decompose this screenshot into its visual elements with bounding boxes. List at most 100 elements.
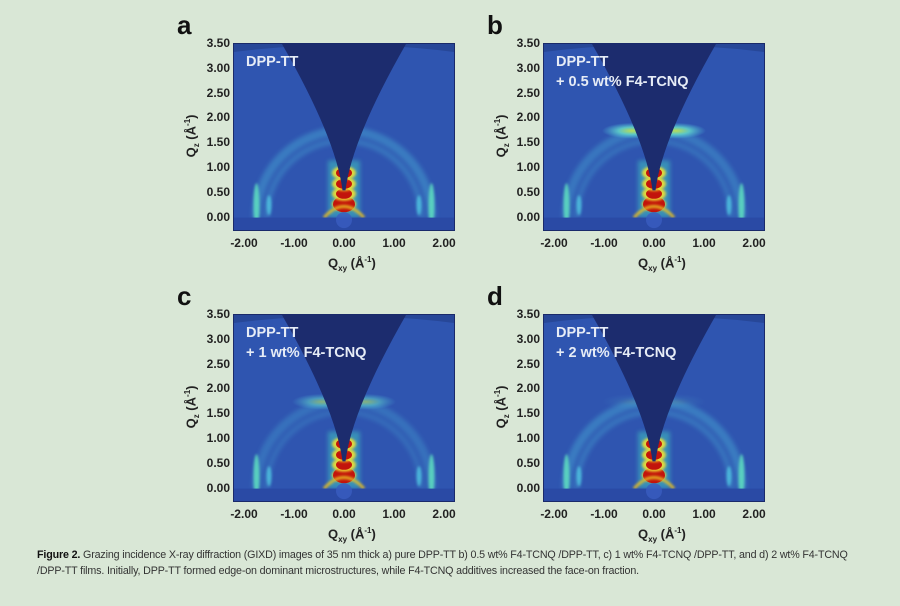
sample-label: DPP-TT + 2 wt% F4-TCNQ <box>556 325 677 361</box>
y-tick-label: 3.50 <box>516 307 540 321</box>
gixd-heatmap <box>544 44 764 230</box>
x-tick-label: -2.00 <box>540 236 568 250</box>
in-plane-peak <box>253 454 260 499</box>
x-tick-label: -2.00 <box>540 507 568 521</box>
in-plane-peak <box>726 195 732 216</box>
in-plane-peak <box>576 195 582 216</box>
lamellar-peak <box>336 188 352 199</box>
figure-caption: Figure 2. Grazing incidence X-ray diffra… <box>37 547 867 579</box>
in-plane-peak <box>726 466 732 487</box>
in-plane-peak <box>576 466 582 487</box>
x-tick-label: 1.00 <box>692 236 716 250</box>
caption-text: Grazing incidence X-ray diffraction (GIX… <box>37 549 848 577</box>
x-tick-label: -2.00 <box>230 236 258 250</box>
x-tick-label: 1.00 <box>382 236 406 250</box>
panel-letter: b <box>487 10 503 40</box>
in-plane-peak <box>266 466 272 487</box>
y-tick-label: 0.50 <box>516 184 540 199</box>
y-tick-label: 2.50 <box>206 356 230 371</box>
x-tick-label: -1.00 <box>590 236 618 250</box>
y-tick-label: 2.50 <box>516 85 540 100</box>
y-tick-label: 3.50 <box>206 307 230 321</box>
y-tick-label: 0.00 <box>516 480 540 495</box>
x-tick-label: -2.00 <box>230 507 258 521</box>
direct-beam <box>336 212 352 229</box>
y-tick-label: 2.50 <box>206 85 230 100</box>
y-axis-label: Qz (Å-1) <box>183 114 201 158</box>
sample-label: DPP-TT <box>246 54 299 70</box>
y-tick-label: 1.00 <box>206 431 230 445</box>
y-axis-label: Qz (Å-1) <box>493 114 511 158</box>
x-tick-label: 0.00 <box>642 236 666 250</box>
y-axis-label: Qz (Å-1) <box>493 385 511 429</box>
beamstop-shadow <box>592 315 716 462</box>
in-plane-peak <box>253 183 260 228</box>
gixd-image: DPP-TT + 1 wt% F4-TCNQ <box>233 314 455 502</box>
y-tick-label: 3.00 <box>516 60 540 75</box>
gixd-heatmap <box>544 315 764 501</box>
y-tick-label: 0.00 <box>206 480 230 495</box>
y-tick-label: 2.50 <box>516 356 540 371</box>
y-tick-label: 2.00 <box>206 110 230 125</box>
y-tick-label: 1.50 <box>516 135 540 150</box>
y-tick-label: 1.00 <box>516 160 540 174</box>
x-tick-label: 2.00 <box>432 236 456 250</box>
beamstop-shadow <box>282 44 406 191</box>
panel-letter: d <box>487 281 503 311</box>
y-tick-label: 3.00 <box>206 331 230 346</box>
x-tick-label: -1.00 <box>590 507 618 521</box>
direct-beam <box>336 483 352 500</box>
direct-beam <box>646 212 662 229</box>
x-tick-label: 2.00 <box>742 236 766 250</box>
y-axis-label: Qz (Å-1) <box>183 385 201 429</box>
sample-label: DPP-TT + 1 wt% F4-TCNQ <box>246 325 367 361</box>
x-tick-label: -1.00 <box>280 507 308 521</box>
x-tick-label: -1.00 <box>280 236 308 250</box>
y-tick-label: 0.00 <box>516 209 540 224</box>
direct-beam <box>646 483 662 500</box>
y-tick-label: 3.00 <box>206 60 230 75</box>
x-tick-label: 0.00 <box>332 507 356 521</box>
panel-a: a 3.50 3.00 2.50 2.00 1.50 1.00 0.50 0.00 -2.00 -1… <box>160 10 460 273</box>
in-plane-peak <box>563 183 570 228</box>
in-plane-peak <box>416 466 422 487</box>
x-axis-label: Qxy (Å-1) <box>638 255 686 273</box>
x-tick-label: 2.00 <box>742 507 766 521</box>
x-axis-label: Qxy (Å-1) <box>328 526 376 544</box>
panel-letter: c <box>177 281 192 311</box>
y-tick-label: 1.50 <box>206 135 230 150</box>
x-tick-label: 2.00 <box>432 507 456 521</box>
panel-d: d 3.50 3.00 2.50 2.00 1.50 1.00 0.50 0.00 -2.00 -1… <box>470 281 770 544</box>
in-plane-peak <box>428 183 435 228</box>
y-tick-label: 0.00 <box>206 209 230 224</box>
gixd-heatmap <box>234 44 454 230</box>
in-plane-peak <box>738 183 745 228</box>
yoneda-arc <box>322 475 366 490</box>
yoneda-arc <box>632 475 676 490</box>
y-tick-label: 1.50 <box>516 406 540 421</box>
gixd-image: DPP-TT <box>233 43 455 231</box>
y-tick-label: 3.50 <box>516 36 540 50</box>
panel-b: b 3.50 3.00 2.50 2.00 1.50 1.00 0.50 0.00 -2.00 -1… <box>470 10 770 273</box>
in-plane-peak <box>428 454 435 499</box>
y-tick-label: 2.00 <box>516 381 540 396</box>
x-axis-label: Qxy (Å-1) <box>328 255 376 273</box>
y-tick-label: 3.50 <box>206 36 230 50</box>
y-tick-label: 0.50 <box>206 455 230 470</box>
gixd-image: DPP-TT + 0.5 wt% F4-TCNQ <box>543 43 765 231</box>
lamellar-peak <box>646 459 662 470</box>
y-tick-label: 1.00 <box>516 431 540 445</box>
y-tick-label: 3.00 <box>516 331 540 346</box>
x-tick-label: 1.00 <box>382 507 406 521</box>
panel-c: c 3.50 3.00 2.50 2.00 1.50 1.00 0.50 0.00 -2.00 -1… <box>160 281 460 544</box>
y-tick-label: 2.00 <box>206 381 230 396</box>
x-tick-label: 1.00 <box>692 507 716 521</box>
y-tick-label: 1.00 <box>206 160 230 174</box>
x-tick-label: 0.00 <box>642 507 666 521</box>
x-axis-label: Qxy (Å-1) <box>638 526 686 544</box>
yoneda-arc <box>322 204 366 219</box>
y-tick-label: 0.50 <box>516 455 540 470</box>
x-tick-label: 0.00 <box>332 236 356 250</box>
panel-letter: a <box>177 10 192 40</box>
beamstop-shadow <box>592 44 716 191</box>
